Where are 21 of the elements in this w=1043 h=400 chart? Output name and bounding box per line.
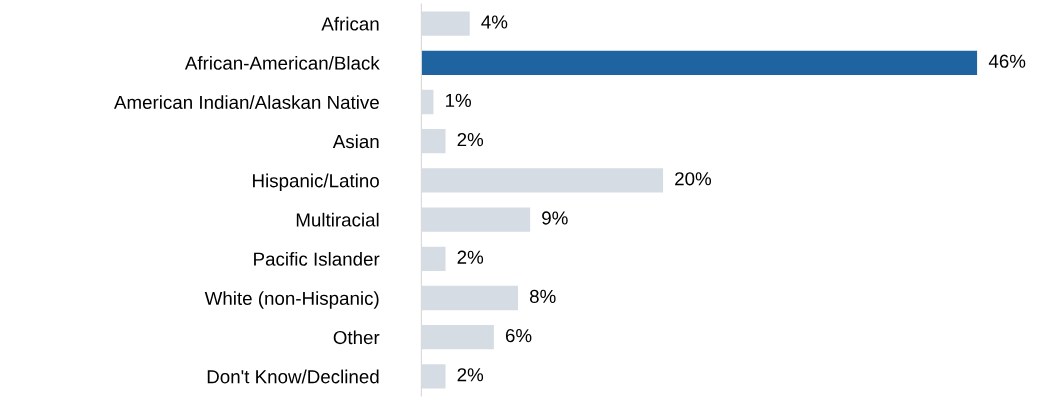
- y-tick-label: Asian: [332, 134, 379, 149]
- data-label: 4%: [481, 15, 508, 29]
- y-tick-label: Other: [333, 330, 380, 345]
- y-tick-label: African: [321, 16, 379, 31]
- data-label: 1%: [446, 93, 471, 107]
- y-tick-label: Don't Know/Declined: [207, 369, 379, 384]
- data-label: 9%: [542, 211, 568, 225]
- bar: [421, 50, 978, 75]
- y-tick-label: White (non-Hispanic): [204, 291, 379, 309]
- data-label: 8%: [529, 289, 556, 304]
- data-label: 20%: [675, 172, 712, 186]
- y-tick-label: American Indian/Alaskan Native: [114, 95, 379, 109]
- data-label: 6%: [505, 328, 532, 343]
- data-label: 2%: [457, 132, 484, 147]
- y-tick-label: Pacific Islander: [254, 252, 380, 266]
- data-label: 2%: [457, 250, 484, 264]
- y-tick-label: Hispanic/Latino: [253, 173, 379, 192]
- y-tick-label: Multiracial: [296, 212, 379, 227]
- data-label: 46%: [988, 54, 1026, 68]
- y-tick-label: African-American/Black: [184, 56, 380, 70]
- data-label: 2%: [457, 368, 484, 382]
